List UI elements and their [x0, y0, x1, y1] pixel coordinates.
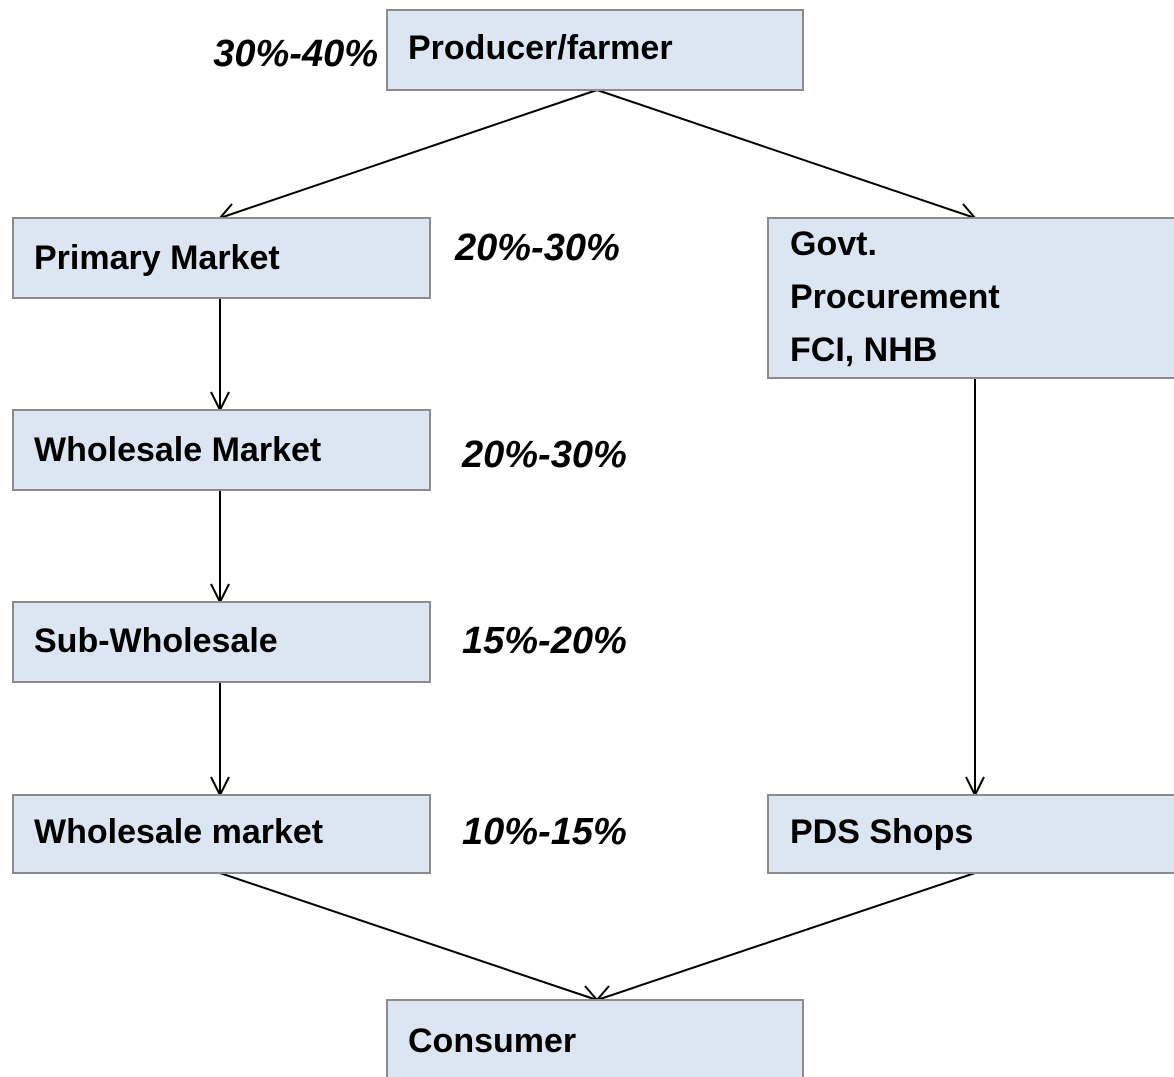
- node-label: Sub-Wholesale: [34, 622, 278, 660]
- node-label: Producer/farmer: [408, 29, 673, 67]
- node-label: FCI, NHB: [790, 331, 937, 369]
- node-box: [386, 999, 804, 1077]
- node-box: [12, 409, 431, 491]
- margin-label: 20%-30%: [454, 227, 620, 269]
- node-label: PDS Shops: [790, 813, 973, 851]
- node-box: [12, 601, 431, 683]
- node-label: Consumer: [408, 1022, 576, 1060]
- node-box: [12, 217, 431, 299]
- node-label: Wholesale market: [34, 813, 323, 851]
- node-label: Primary Market: [34, 239, 280, 277]
- node-box: [767, 794, 1174, 874]
- node-label: Govt.: [790, 225, 877, 263]
- node-box: [767, 217, 1174, 379]
- margin-label: 20%-30%: [461, 434, 627, 476]
- margin-label: 15%-20%: [462, 620, 627, 662]
- margin-label: 30%-40%: [213, 33, 378, 75]
- node-label: Wholesale Market: [34, 431, 321, 469]
- node-box: [12, 794, 431, 874]
- node-box: [386, 9, 804, 91]
- margin-label: 10%-15%: [462, 811, 627, 853]
- node-label: Procurement: [790, 278, 1000, 316]
